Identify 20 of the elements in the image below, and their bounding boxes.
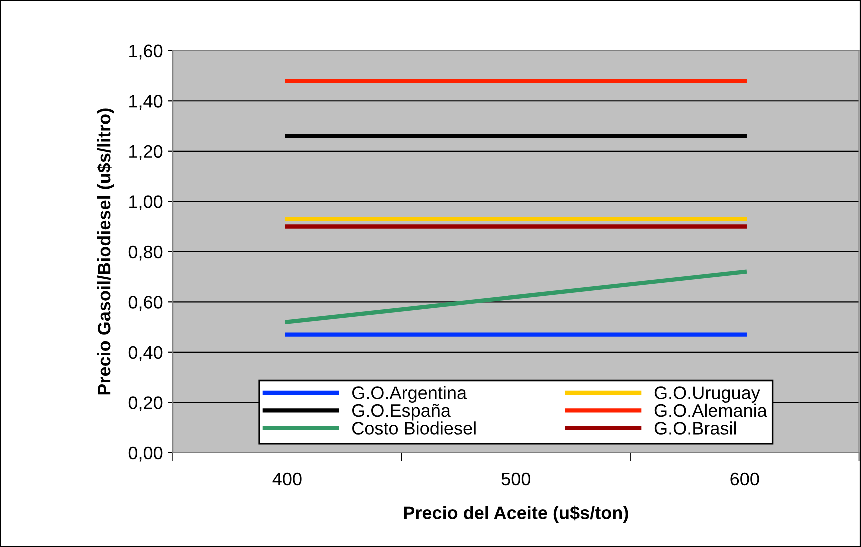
y-tick-label: 1,40 <box>130 95 163 110</box>
legend-label: G.O.Alemania <box>654 404 768 418</box>
y-tick-label: 1,20 <box>130 145 163 160</box>
legend-label: G.O.Uruguay <box>654 386 760 404</box>
legend-label: G.O.Argentina <box>352 386 468 404</box>
x-tick-label: 500 <box>502 472 531 486</box>
y-tick-label: 0,20 <box>128 396 163 412</box>
y-tick-label: 0,00 <box>128 446 163 462</box>
y-tick-label: 0,40 <box>128 346 163 362</box>
y-tick-label: 0,80 <box>128 246 163 261</box>
y-axis-title: Precio Gasoil/Biodiesel (u$s/litro) <box>97 108 114 395</box>
legend-label: Costo Biodiesel <box>352 422 476 435</box>
y-tick-label: 0,60 <box>128 296 163 311</box>
legend-label: G.O.España <box>352 404 451 421</box>
legend-label: G.O.Brasil <box>654 422 736 435</box>
x-tick-label: 600 <box>730 472 760 486</box>
x-axis-title: Precio del Aceite (u$s/ton) <box>404 506 628 524</box>
y-tick-label: 1,60 <box>130 44 163 60</box>
y-tick-label: 1,00 <box>130 196 163 210</box>
x-tick-label: 400 <box>272 472 302 486</box>
